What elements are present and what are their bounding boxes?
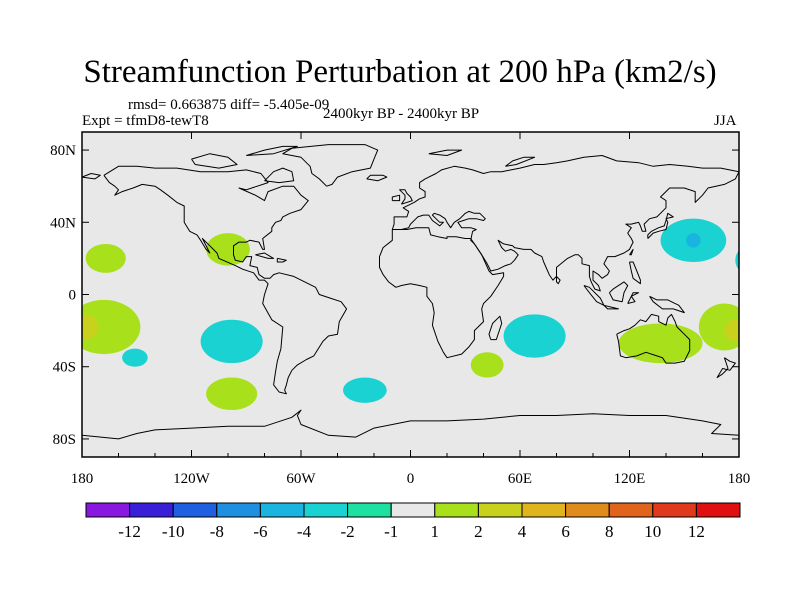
- colorbar-label: -12: [118, 522, 141, 541]
- coastline: [629, 248, 634, 256]
- contour-region-mexico-positive: [206, 233, 250, 266]
- coastline: [629, 261, 641, 285]
- experiment-label: Expt = tfmD8-tewT8: [82, 113, 209, 129]
- coastline: [391, 194, 401, 202]
- coastline: [608, 281, 629, 303]
- x-axis: 180 120W 60W 0 60E 120E 180: [71, 132, 751, 487]
- coastline: [82, 409, 739, 440]
- y-tick-label: 80N: [50, 143, 76, 159]
- coastline: [649, 295, 685, 314]
- colorbar-swatch: [129, 502, 174, 518]
- colorbar-label: 2: [474, 522, 483, 541]
- contour-region-australia-positive: [618, 323, 703, 364]
- y-tick-label: 0: [69, 288, 77, 304]
- x-tick-label: 180: [71, 471, 94, 487]
- coastline: [488, 315, 503, 341]
- colorbar-swatch: [259, 502, 305, 518]
- y-tick-label: 80S: [53, 432, 76, 448]
- period-label: 2400kyr BP - 2400kyr BP: [323, 106, 480, 122]
- colorbar-swatch: [565, 502, 610, 518]
- contour-region-north-pacific-west-core: [686, 233, 701, 248]
- colorbar-label: -1: [384, 522, 398, 541]
- coastline: [505, 156, 536, 167]
- colorbar-swatch: [652, 502, 697, 518]
- coastline: [264, 167, 295, 184]
- map-background: [82, 132, 739, 457]
- colorbar-label: 12: [688, 522, 705, 541]
- x-tick-label: 180: [728, 471, 751, 487]
- colorbar-label: 8: [605, 522, 614, 541]
- contour-region-dateline-north-negative: [735, 250, 739, 270]
- colorbar-label: 10: [644, 522, 661, 541]
- colorbar-swatch: [695, 502, 741, 518]
- colorbar-swatch: [521, 502, 567, 518]
- colorbar: -12 -10 -8 -6 -4 -2 -1 1 2 4 6 8 10 12: [85, 502, 741, 541]
- coastline: [716, 357, 736, 379]
- colorbar-swatch: [347, 502, 392, 518]
- contour-region-north-pacific-east-positive: [85, 243, 126, 273]
- coastline: [616, 313, 691, 364]
- colorbar-swatch: [216, 502, 261, 518]
- contour-region-southeast-pacific-negative: [200, 319, 263, 364]
- colorbar-swatch: [172, 502, 218, 518]
- y-axis: 80N 40N 0 40S 80S: [50, 143, 739, 448]
- colorbar-swatch: [608, 502, 654, 518]
- contour-regions: [82, 218, 739, 411]
- colorbar-label: 1: [431, 522, 440, 541]
- coastline: [82, 173, 101, 180]
- season-label: JJA: [714, 113, 737, 129]
- colorbar-label: 6: [561, 522, 570, 541]
- chart-title: Streamfunction Perturbation at 200 hPa (…: [83, 54, 717, 90]
- x-tick-label: 60E: [508, 471, 532, 487]
- coastline: [366, 174, 388, 182]
- coastline: [379, 227, 505, 359]
- contour-region-south-atlantic-negative: [342, 377, 387, 403]
- contour-region-south-pacific-west-core: [82, 314, 99, 340]
- coastline: [282, 144, 379, 187]
- x-tick-label: 120W: [173, 471, 211, 487]
- coastlines: [82, 144, 739, 440]
- coastline: [276, 257, 287, 263]
- coastline: [428, 149, 463, 156]
- colorbar-swatch: [434, 502, 479, 518]
- coastline: [399, 189, 413, 205]
- colorbar-label: 4: [518, 522, 527, 541]
- colorbar-label: -10: [162, 522, 185, 541]
- colorbar-label: -4: [297, 522, 312, 541]
- x-tick-label: 60W: [286, 471, 316, 487]
- y-tick-label: 40N: [50, 215, 76, 231]
- x-tick-label: 0: [407, 471, 415, 487]
- colorbar-swatch: [390, 502, 436, 518]
- coastline: [603, 304, 619, 310]
- colorbar-label: -6: [253, 522, 267, 541]
- contour-region-east-dateline-core: [724, 319, 739, 342]
- rmsd-label: rmsd= 0.663875 diff= -5.405e-09: [128, 97, 330, 113]
- colorbar-label: -8: [210, 522, 224, 541]
- contour-region-south-pacific-west-positive: [82, 299, 141, 355]
- coastline: [556, 276, 561, 285]
- contour-region-southern-ocean-pacific-positive: [206, 377, 258, 411]
- colorbar-label: -2: [341, 522, 355, 541]
- coastline: [391, 155, 739, 292]
- contour-region-south-indian-positive: [470, 352, 504, 378]
- contour-region-south-pacific-small-negative: [122, 348, 148, 367]
- coastline: [627, 292, 640, 304]
- colorbar-swatch: [85, 502, 131, 518]
- coastline: [647, 212, 674, 239]
- colorbar-swatch: [303, 502, 349, 518]
- coastline: [103, 165, 348, 395]
- coastline: [191, 153, 238, 169]
- y-tick-label: 40S: [53, 360, 76, 376]
- contour-region-east-dateline-positive: [698, 303, 739, 351]
- coastline: [246, 145, 298, 156]
- x-tick-label: 120E: [614, 471, 646, 487]
- contour-region-indian-ocean-negative: [503, 314, 566, 358]
- colorbar-swatch: [477, 502, 523, 518]
- coastline: [255, 252, 275, 259]
